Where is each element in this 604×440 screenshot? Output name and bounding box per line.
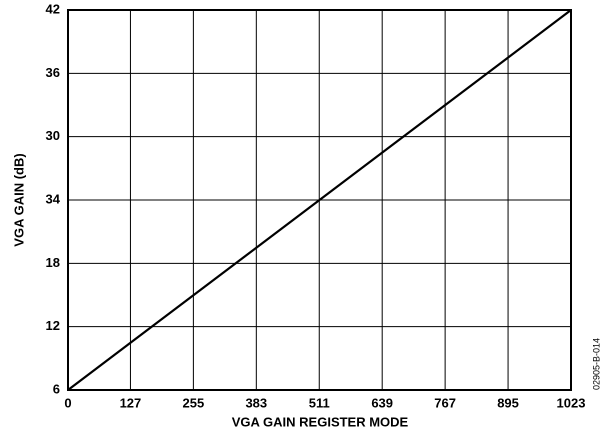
y-tick-label: 42: [46, 1, 60, 16]
y-tick-label: 12: [46, 318, 60, 333]
x-tick-label: 895: [497, 395, 519, 410]
y-tick-label: 6: [53, 381, 60, 396]
x-tick-label: 255: [183, 395, 205, 410]
x-tick-label: 767: [434, 395, 456, 410]
x-tick-label: 0: [64, 395, 71, 410]
x-tick-label: 511: [309, 395, 330, 410]
x-tick-label: 639: [371, 395, 393, 410]
y-tick-label: 34: [46, 191, 61, 206]
data-line: [67, 9, 572, 391]
plot-frame: [67, 9, 572, 391]
x-tick-label: 383: [245, 395, 267, 410]
y-tick-label: 36: [46, 65, 60, 80]
y-tick-label: 18: [46, 255, 60, 270]
x-tick-label: 127: [120, 395, 142, 410]
y-axis-label: VGA GAIN (dB): [11, 153, 26, 246]
x-tick-label: 1023: [557, 395, 586, 410]
figure-note: 02905-B-014: [591, 338, 601, 390]
y-tick-label: 30: [46, 128, 60, 143]
x-axis-label: VGA GAIN REGISTER MODE: [232, 414, 409, 429]
